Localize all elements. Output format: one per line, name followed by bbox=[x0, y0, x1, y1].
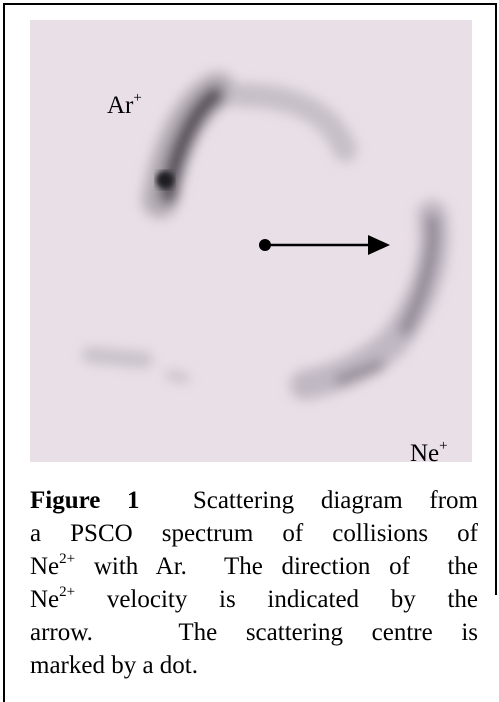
frame bbox=[3, 3, 497, 595]
caption: Figure 1 Scattering diagram from a PSCO … bbox=[30, 484, 478, 682]
label-text: Ar bbox=[107, 92, 134, 119]
caption-text: Ne bbox=[30, 553, 60, 580]
figure-label: Figure 1 bbox=[30, 487, 140, 514]
frame-line bbox=[3, 590, 5, 702]
ar-label: Ar+ bbox=[107, 90, 142, 120]
caption-text: arrow. The scattering centre is bbox=[30, 619, 478, 646]
caption-sup: 2+ bbox=[59, 584, 76, 600]
caption-sup: 2+ bbox=[59, 551, 76, 567]
ne-label: Ne+ bbox=[410, 438, 448, 468]
caption-text: Scattering diagram from bbox=[192, 487, 478, 514]
caption-text: velocity is indicated by the bbox=[75, 586, 478, 613]
caption-text: marked by a dot. bbox=[30, 652, 199, 679]
arrow-head bbox=[368, 235, 390, 255]
label-sup: + bbox=[439, 438, 448, 454]
caption-text: Ne bbox=[30, 586, 60, 613]
caption-line: arrow. The scattering centre is bbox=[30, 616, 478, 649]
caption-line: Ne2+ velocity is indicated by the bbox=[30, 583, 478, 616]
caption-text: a PSCO spectrum of collisions of bbox=[30, 520, 478, 547]
caption-text: with Ar. The direction of the bbox=[75, 553, 478, 580]
label-text: Ne bbox=[410, 440, 440, 467]
caption-line: marked by a dot. bbox=[30, 649, 478, 682]
blob-core bbox=[156, 171, 174, 189]
label-sup: + bbox=[133, 90, 142, 106]
caption-line: a PSCO spectrum of collisions of bbox=[30, 517, 478, 550]
caption-line: Figure 1 Scattering diagram from bbox=[30, 484, 478, 517]
caption-line: Ne2+ with Ar. The direction of the bbox=[30, 550, 478, 583]
